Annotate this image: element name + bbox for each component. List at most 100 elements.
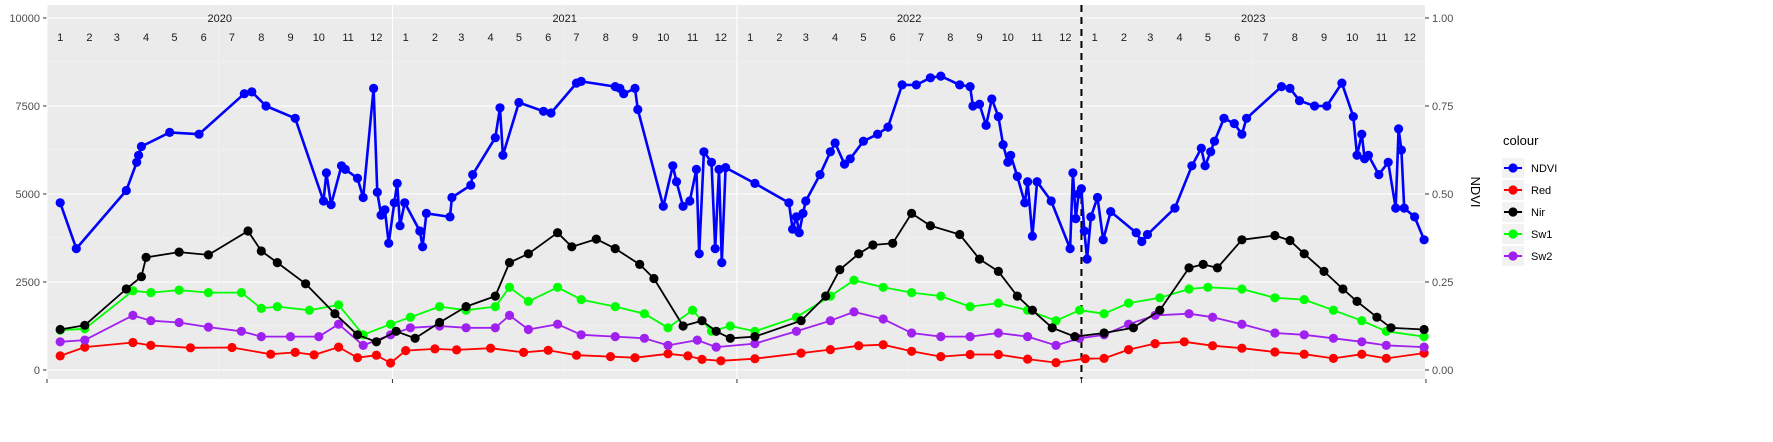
right-tick-label: 1.00: [1432, 13, 1453, 25]
data-point-red: [80, 342, 90, 352]
right-tick-label: 0.50: [1432, 189, 1453, 201]
data-point-ndvi: [699, 147, 709, 157]
plot-panel: [47, 5, 1425, 379]
data-point-sw2: [553, 319, 563, 329]
data-point-nir: [1299, 249, 1309, 259]
data-point-ndvi: [1046, 196, 1056, 206]
data-point-nir: [504, 258, 515, 268]
data-point-nir: [136, 272, 146, 282]
month-label: 12: [1059, 32, 1071, 44]
data-point-sw1: [203, 288, 213, 298]
data-point-ndvi: [706, 157, 717, 167]
data-point-ndvi: [392, 178, 402, 188]
data-point-sw2: [405, 323, 415, 333]
data-point-nir: [553, 228, 563, 238]
data-point-sw1: [1203, 282, 1213, 292]
data-point-red: [907, 346, 917, 356]
data-point-ndvi: [1294, 96, 1305, 106]
data-point-ndvi: [261, 101, 271, 111]
data-point-nir: [1372, 312, 1382, 322]
data-point-ndvi: [466, 180, 476, 190]
month-label: 1: [747, 32, 753, 44]
data-point-red: [430, 344, 440, 354]
data-point-red: [1179, 337, 1189, 347]
data-point-ndvi: [165, 127, 175, 137]
data-point-nir: [888, 238, 898, 248]
data-point-ndvi: [1276, 82, 1287, 92]
month-label: 3: [114, 32, 120, 44]
data-point-red: [965, 349, 975, 360]
data-point-sw1: [849, 275, 859, 285]
data-point-red: [571, 350, 582, 360]
data-point-nir: [835, 265, 845, 275]
data-point-ndvi: [1200, 161, 1210, 171]
data-point-sw2: [878, 314, 888, 324]
data-point-sw2: [576, 330, 586, 340]
data-point-ndvi: [694, 249, 704, 259]
data-point-ndvi: [395, 221, 405, 231]
data-point-ndvi: [883, 122, 893, 132]
data-point-ndvi: [358, 192, 368, 203]
month-label: 5: [860, 32, 866, 44]
data-point-ndvi: [936, 71, 946, 81]
data-point-red: [266, 349, 276, 359]
data-point-nir: [1047, 323, 1057, 333]
month-label: 10: [1346, 32, 1358, 44]
data-point-nir: [1212, 263, 1222, 273]
data-point-red: [352, 353, 363, 363]
data-point-ndvi: [911, 80, 921, 90]
data-point-nir: [410, 333, 420, 343]
data-point-sw1: [256, 303, 266, 313]
data-point-ndvi: [1394, 124, 1404, 134]
data-point-ndvi: [815, 170, 825, 180]
data-point-ndvi: [1419, 235, 1429, 245]
data-point-ndvi: [1020, 198, 1030, 208]
month-label: 2: [776, 32, 782, 44]
year-label: 2021: [552, 13, 576, 25]
data-point-red: [878, 340, 888, 350]
data-point-ndvi: [1086, 212, 1096, 222]
data-point-sw1: [553, 282, 563, 292]
data-point-ndvi: [987, 94, 997, 104]
data-point-nir: [272, 258, 282, 268]
data-point-nir: [121, 284, 131, 294]
data-point-sw2: [1237, 319, 1247, 329]
data-point-sw2: [174, 317, 184, 328]
data-point-nir: [490, 291, 500, 301]
data-point-red: [1237, 343, 1247, 353]
data-point-nir: [1027, 305, 1037, 315]
data-point-sw1: [878, 282, 888, 292]
data-point-ndvi: [1023, 177, 1033, 187]
left-tick-label: 5000: [16, 189, 40, 201]
month-label: 4: [832, 32, 838, 44]
data-point-ndvi: [1352, 150, 1362, 160]
data-point-sw2: [1023, 332, 1033, 342]
data-point-red: [386, 358, 396, 368]
data-point-nir: [80, 320, 90, 330]
data-point-nir: [907, 208, 917, 218]
data-point-sw1: [936, 291, 946, 301]
data-point-sw2: [993, 328, 1004, 338]
data-point-red: [290, 347, 300, 357]
data-point-ndvi: [1131, 228, 1141, 238]
data-point-nir: [750, 332, 760, 342]
legend-label: Red: [1531, 185, 1551, 197]
month-label: 7: [573, 32, 579, 44]
month-label: 8: [603, 32, 609, 44]
legend-label: Sw2: [1531, 251, 1552, 263]
data-point-ndvi: [1006, 150, 1016, 160]
data-point-sw2: [1328, 333, 1338, 343]
month-label: 6: [545, 32, 551, 44]
data-point-red: [663, 349, 673, 359]
data-point-ndvi: [352, 173, 363, 183]
data-point-sw2: [203, 322, 213, 332]
data-point-red: [1381, 353, 1391, 363]
data-point-sw1: [1299, 295, 1309, 305]
data-point-red: [486, 343, 496, 353]
data-point-nir: [725, 333, 735, 343]
data-point-ndvi: [134, 150, 144, 160]
data-point-ndvi: [1396, 145, 1406, 155]
legend-key-point: [1508, 207, 1518, 217]
data-point-ndvi: [1348, 112, 1358, 122]
data-point-red: [1150, 339, 1160, 349]
